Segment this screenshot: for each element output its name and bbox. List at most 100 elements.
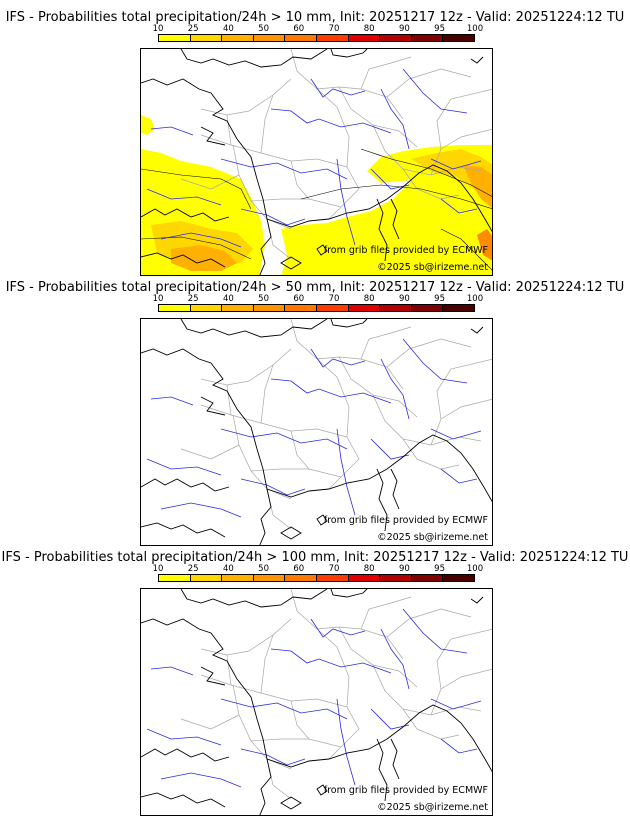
grib-credit: from grib files provided by ECMWF: [323, 515, 488, 526]
panel-title: IFS - Probabilities total precipitation/…: [5, 280, 625, 295]
panel-title: IFS - Probabilities total precipitation/…: [5, 10, 625, 25]
legend-swatch: [316, 575, 349, 581]
legend-tick: 60: [293, 24, 305, 34]
coastlines: [141, 49, 492, 275]
probability-legend: 10 25 40 50 60 70 80 90 95 100: [153, 24, 484, 44]
probability-legend: 10 25 40 50 60 70 80 90 95 100: [153, 294, 484, 314]
contour-line: [141, 236, 252, 260]
legend-swatch: [285, 305, 317, 311]
legend-swatch: [348, 35, 381, 41]
rivers: [146, 608, 482, 788]
legend-tick: 70: [328, 24, 340, 34]
legend-tick: 40: [222, 294, 234, 304]
legend-tick: 80: [363, 24, 375, 34]
grib-credit: from grib files provided by ECMWF: [323, 245, 488, 256]
probability-legend: 10 25 40 50 60 70 80 90 95 100: [153, 564, 484, 584]
precip-area-italy-max: [477, 229, 492, 261]
precip-area-west: [141, 115, 155, 135]
copyright-credit: ©2025 sb@irizeme.net: [377, 532, 488, 543]
country-borders: [180, 49, 492, 260]
legend-ticks: 10 25 40 50 60 70 80 90 95 100: [153, 564, 484, 574]
forecast-map: from grib files provided by ECMWF ©2025 …: [140, 48, 493, 276]
contour-line: [300, 184, 492, 210]
legend-swatch: [411, 305, 444, 311]
rivers: [146, 338, 482, 518]
forecast-map: from grib files provided by ECMWF ©2025 …: [140, 588, 493, 816]
legend-swatch: [159, 35, 191, 41]
legend-tick: 70: [328, 294, 340, 304]
legend-swatch: [443, 305, 474, 311]
map-svg: [141, 49, 492, 275]
panel-title: IFS - Probabilities total precipitation/…: [1, 550, 629, 565]
legend-tick: 40: [222, 564, 234, 574]
legend-swatch: [380, 305, 412, 311]
grib-credit: from grib files provided by ECMWF: [323, 785, 488, 796]
contour-line: [360, 148, 492, 197]
legend-tick: 10: [152, 24, 164, 34]
legend-swatch: [190, 305, 223, 311]
country-borders: [180, 589, 492, 800]
legend-swatch: [190, 575, 223, 581]
precip-area-balearic: [347, 253, 381, 275]
rivers: [146, 68, 482, 248]
legend-swatch: [253, 575, 286, 581]
legend-tick: 10: [152, 294, 164, 304]
coastlines: [141, 319, 492, 545]
coastlines: [141, 589, 492, 815]
map-svg: [141, 589, 492, 815]
precip-area-alps-high: [463, 165, 492, 209]
legend-tick: 95: [434, 564, 446, 574]
legend-swatch: [411, 35, 444, 41]
legend-tick: 100: [466, 294, 484, 304]
legend-tick: 40: [222, 24, 234, 34]
legend-colorbar: [158, 574, 475, 582]
legend-swatch: [348, 575, 381, 581]
legend-tick: 90: [398, 564, 410, 574]
legend-swatch: [316, 305, 349, 311]
legend-tick: 50: [258, 294, 270, 304]
legend-swatch: [222, 575, 254, 581]
legend-swatch: [285, 35, 317, 41]
pressure-contours: [141, 148, 492, 271]
legend-tick: 25: [187, 294, 199, 304]
precipitation-probability-layer: [141, 115, 492, 275]
legend-swatch: [159, 305, 191, 311]
legend-tick: 95: [434, 24, 446, 34]
copyright-credit: ©2025 sb@irizeme.net: [377, 802, 488, 813]
legend-tick: 90: [398, 294, 410, 304]
legend-tick: 25: [187, 24, 199, 34]
map-svg: [141, 319, 492, 545]
legend-tick: 50: [258, 24, 270, 34]
legend-tick: 70: [328, 564, 340, 574]
precip-area-south: [281, 145, 492, 275]
copyright-credit: ©2025 sb@irizeme.net: [377, 262, 488, 273]
forecast-map: from grib files provided by ECMWF ©2025 …: [140, 318, 493, 546]
legend-tick: 100: [466, 24, 484, 34]
legend-swatch: [253, 305, 286, 311]
legend-ticks: 10 25 40 50 60 70 80 90 95 100: [153, 24, 484, 34]
legend-tick: 60: [293, 564, 305, 574]
legend-tick: 90: [398, 24, 410, 34]
legend-ticks: 10 25 40 50 60 70 80 90 95 100: [153, 294, 484, 304]
legend-tick: 80: [363, 294, 375, 304]
legend-colorbar: [158, 304, 475, 312]
legend-tick: 100: [466, 564, 484, 574]
legend-swatch: [222, 35, 254, 41]
legend-swatch: [190, 35, 223, 41]
legend-colorbar: [158, 34, 475, 42]
legend-tick: 25: [187, 564, 199, 574]
legend-swatch: [443, 575, 474, 581]
precip-area-alps-mid: [411, 149, 492, 199]
country-borders: [180, 319, 492, 530]
legend-swatch: [285, 575, 317, 581]
legend-swatch: [411, 575, 444, 581]
legend-tick: 50: [258, 564, 270, 574]
legend-tick: 10: [152, 564, 164, 574]
legend-swatch: [222, 305, 254, 311]
legend-swatch: [380, 575, 412, 581]
legend-tick: 80: [363, 564, 375, 574]
contour-line: [440, 228, 492, 271]
legend-swatch: [443, 35, 474, 41]
legend-swatch: [159, 575, 191, 581]
contour-line: [141, 168, 252, 210]
